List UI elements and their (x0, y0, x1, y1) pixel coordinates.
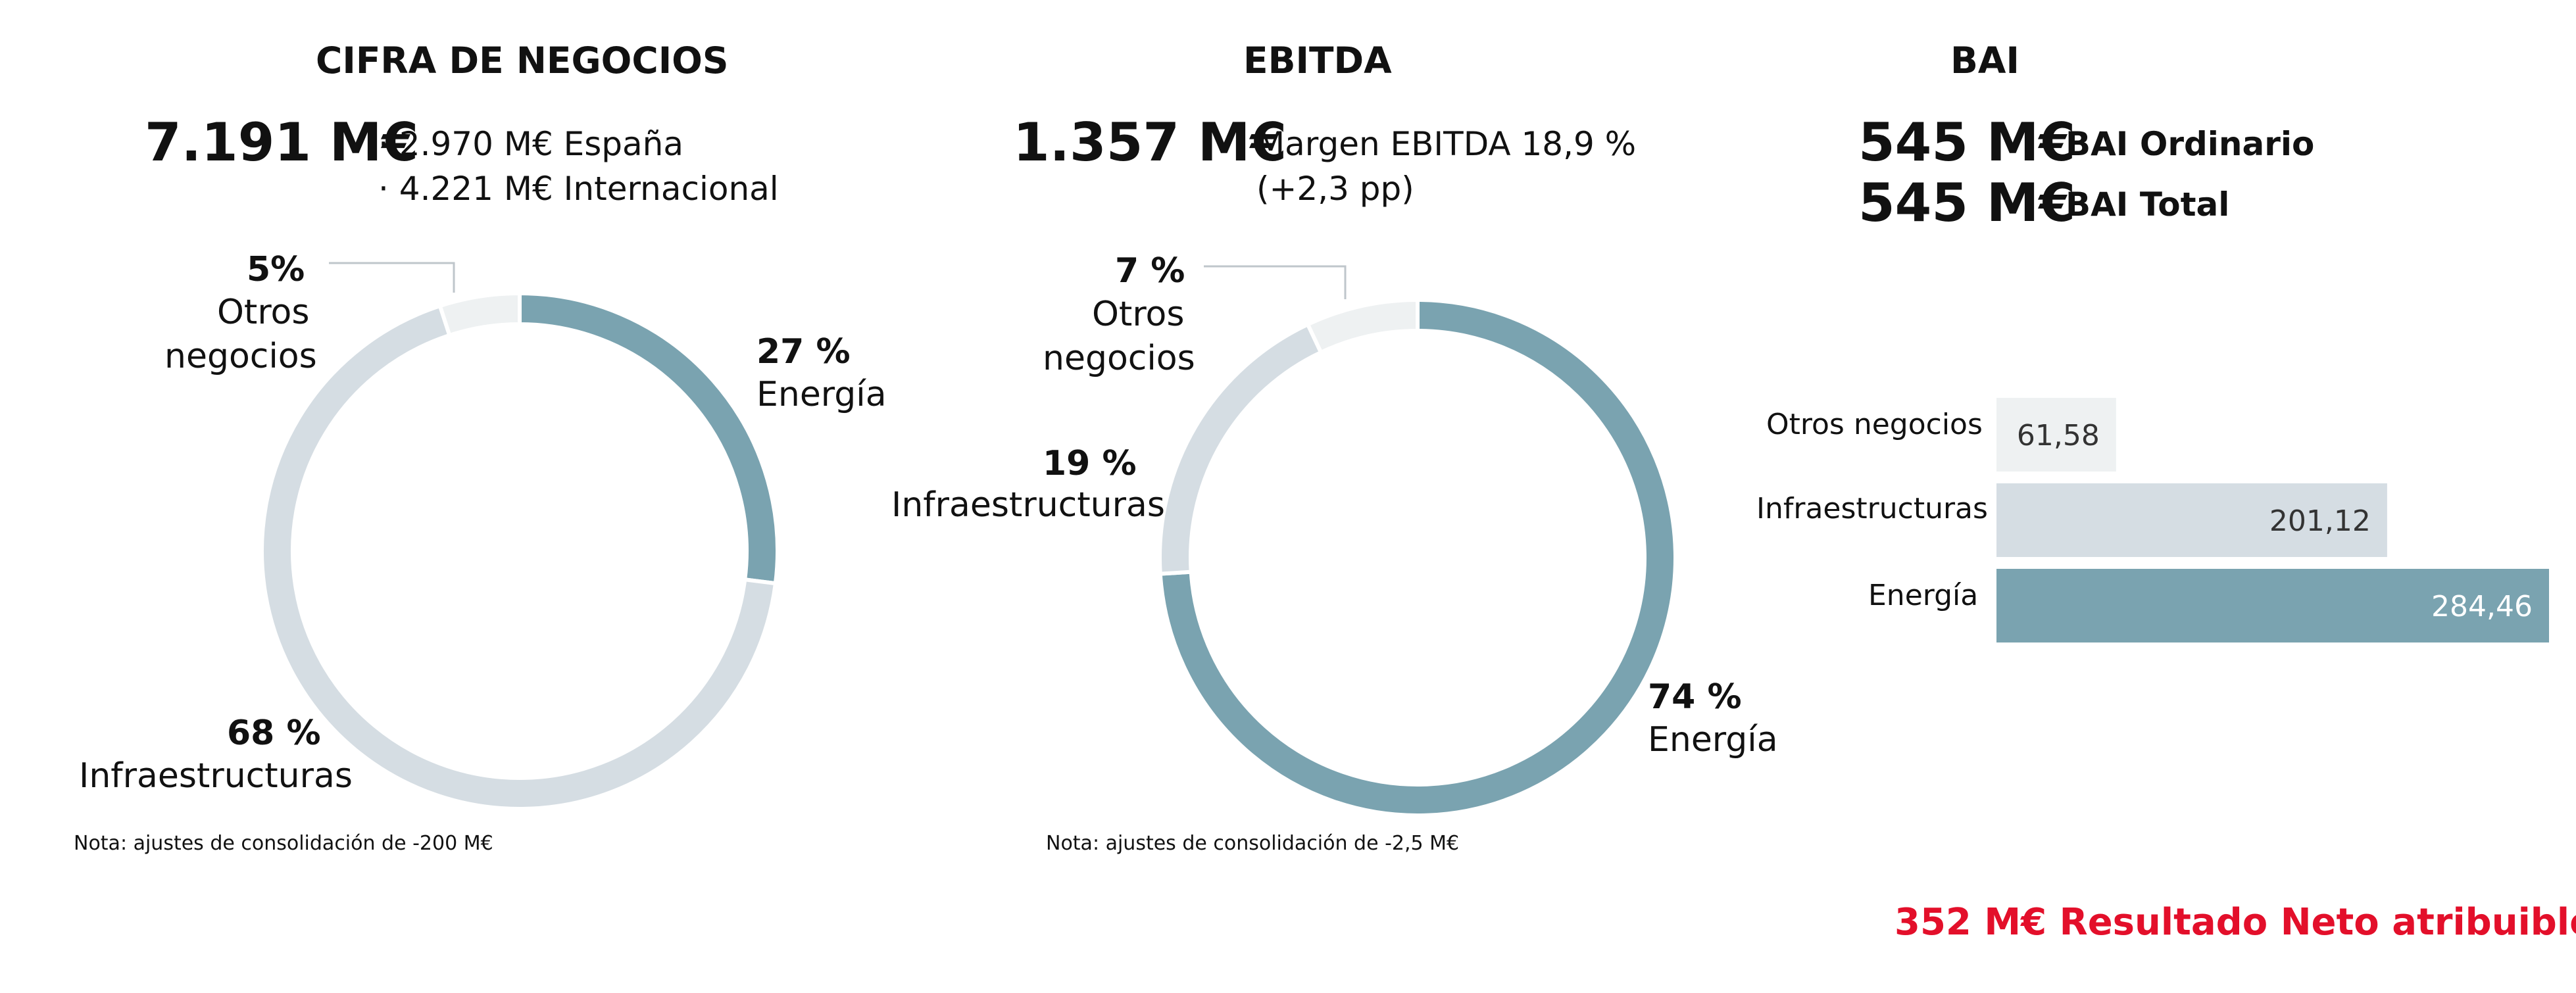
cifra-donut (260, 291, 780, 811)
bai-ordinario-value: 545 M€ (1858, 112, 2076, 173)
cifra-otros-label-2: negocios (164, 337, 317, 376)
cifra-infra-pct: 68 % (227, 714, 321, 753)
bai-bar-value-1: 201,12 (2269, 504, 2371, 538)
ebitda-infra-label: Infraestructuras (891, 485, 1165, 525)
bai-title: BAI (1950, 39, 2019, 82)
bai-total-value: 545 M€ (1858, 172, 2076, 233)
ebitda-slice-energa (1158, 297, 1677, 817)
ebitda-otros-pct: 7 % (1115, 251, 1185, 291)
resultado-neto: 352 M€ Resultado Neto atribuible (1895, 901, 2576, 944)
bai-bar-value-2: 284,46 (2431, 590, 2533, 623)
cifra-slice-otrosnegocios (437, 291, 522, 338)
cifra-energia-pct: 27 % (756, 332, 851, 372)
cifra-total: 7.191 M€ (145, 112, 419, 173)
cifra-infra-label: Infraestructuras (79, 756, 353, 796)
ebitda-infra-pct: 19 % (1043, 444, 1137, 483)
ebitda-total: 1.357 M€ (1013, 112, 1287, 173)
ebitda-otros-label-1: Otros (1092, 295, 1185, 334)
ebitda-otros-leader (1204, 265, 1347, 299)
bai-bar-value-0: 61,58 (2017, 419, 2100, 452)
cifra-note: Nota: ajustes de consolidación de -200 M… (74, 832, 493, 855)
bai-bar-label-infra: Infraestructuras (1756, 492, 1988, 525)
cifra-slice-infraestructuras (260, 303, 778, 811)
bai-ordinario-label: BAI Ordinario (2066, 125, 2315, 163)
bai-bar-0 (1996, 398, 2116, 472)
bai-bar-2 (1996, 569, 2549, 642)
cifra-detail-intl: · 4.221 M€ Internacional (378, 170, 779, 208)
ebitda-energia-label: Energía (1648, 720, 1778, 760)
bai-bar-label-energia: Energía (1868, 579, 1979, 612)
cifra-detail-spain: · 2.970 M€ España (378, 125, 684, 163)
cifra-title: CIFRA DE NEGOCIOS (316, 39, 729, 82)
ebitda-note: Nota: ajustes de consolidación de -2,5 M… (1046, 832, 1460, 855)
cifra-slice-energa (518, 291, 780, 586)
cifra-otros-pct: 5% (247, 250, 305, 289)
bai-bar-1 (1996, 483, 2387, 557)
bai-bar-chart: 61,58 201,12 284,46 (1996, 398, 2549, 642)
cifra-energia-label: Energía (756, 375, 887, 414)
cifra-otros-label-1: Otros (217, 293, 310, 332)
ebitda-slice-otrosnegocios (1305, 297, 1420, 355)
ebitda-margin-change: (+2,3 pp) (1256, 170, 1414, 208)
ebitda-donut (1158, 297, 1677, 817)
ebitda-margin: Margen EBITDA 18,9 % (1256, 125, 1637, 163)
bai-bar-label-otros: Otros negocios (1766, 408, 1983, 441)
ebitda-otros-label-2: negocios (1043, 339, 1195, 378)
cifra-otros-leader (329, 262, 455, 293)
bai-total-label: BAI Total (2066, 185, 2230, 224)
ebitda-title: EBITDA (1243, 39, 1392, 82)
ebitda-energia-pct: 74 % (1648, 677, 1742, 717)
